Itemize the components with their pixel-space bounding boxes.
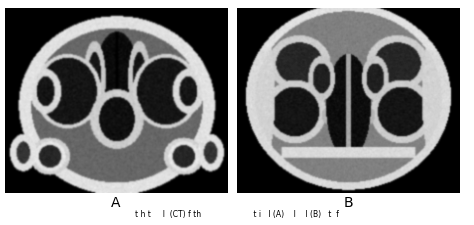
Text: B: B (344, 196, 353, 209)
Text: A: A (111, 196, 121, 209)
Text: t h t     l  (CT) f th                      t i   l (A)    l    l (B)   t  f: t h t l (CT) f th t i l (A) l l (B) t f (135, 209, 339, 218)
